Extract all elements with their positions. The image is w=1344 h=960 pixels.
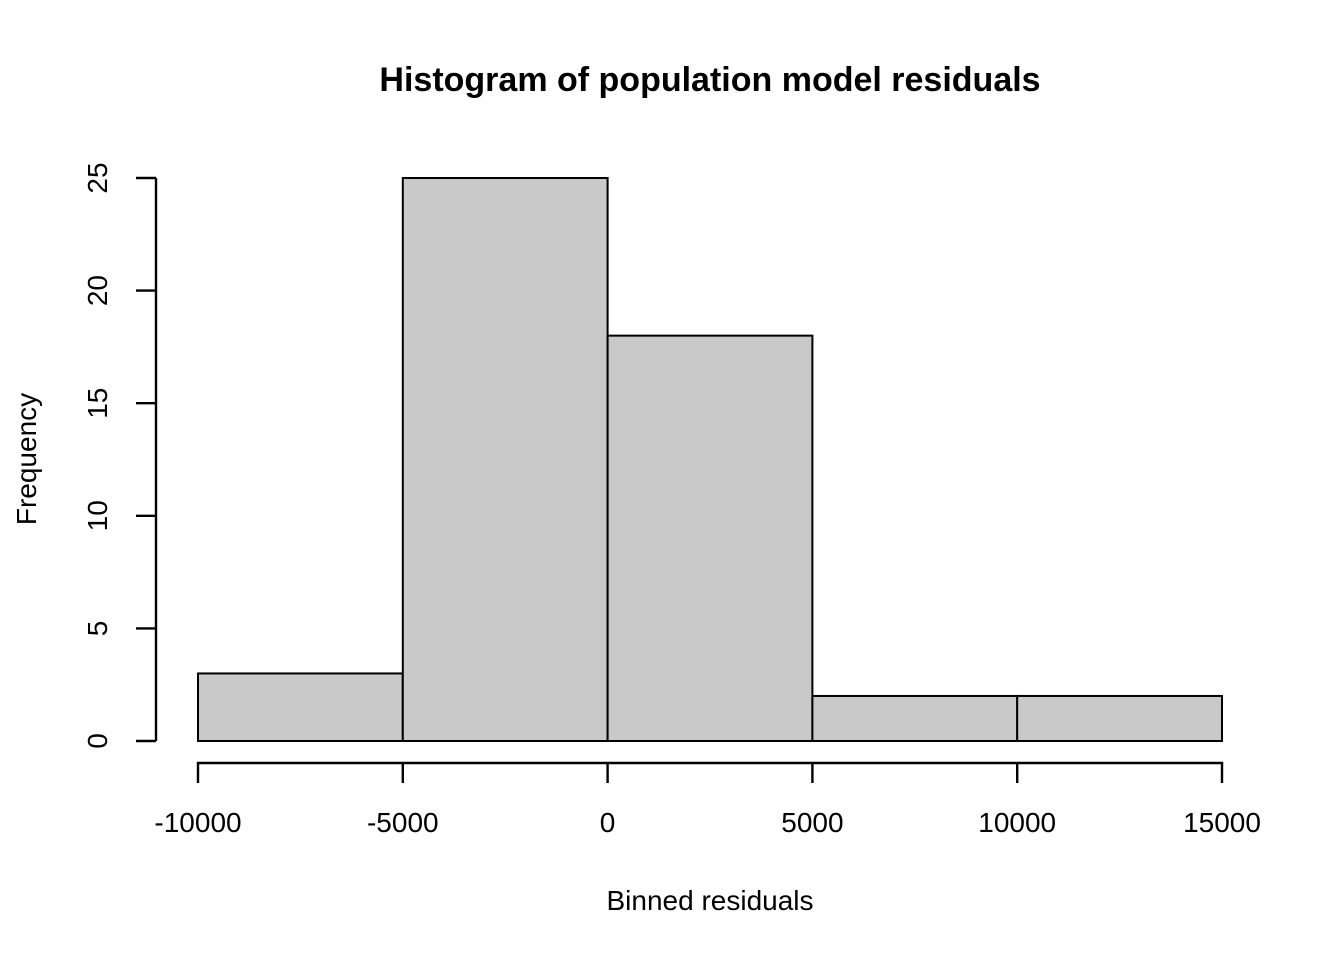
histogram-bar bbox=[401, 177, 609, 742]
histogram-bar bbox=[197, 672, 404, 742]
y-axis-title: Frequency bbox=[11, 392, 42, 526]
x-tick-label: 10000 bbox=[978, 807, 1056, 838]
histogram-bar bbox=[606, 334, 814, 742]
x-tick-label: 15000 bbox=[1183, 807, 1261, 838]
histogram-bar bbox=[811, 694, 1019, 743]
y-tick-label: 15 bbox=[82, 388, 113, 419]
x-tick-label: -10000 bbox=[154, 807, 241, 838]
y-tick-label: 10 bbox=[82, 500, 113, 531]
y-tick-label: 5 bbox=[82, 621, 113, 637]
y-tick-label: 25 bbox=[82, 162, 113, 193]
chart-title: Histogram of population model residuals bbox=[379, 61, 1041, 99]
x-tick-label: 5000 bbox=[781, 807, 843, 838]
histogram-bar bbox=[1016, 694, 1224, 743]
x-tick-label: 0 bbox=[600, 807, 616, 838]
x-tick-label: -5000 bbox=[367, 807, 439, 838]
y-tick-label: 0 bbox=[82, 733, 113, 749]
x-axis-title: Binned residuals bbox=[606, 885, 814, 916]
y-tick-label: 20 bbox=[82, 275, 113, 306]
